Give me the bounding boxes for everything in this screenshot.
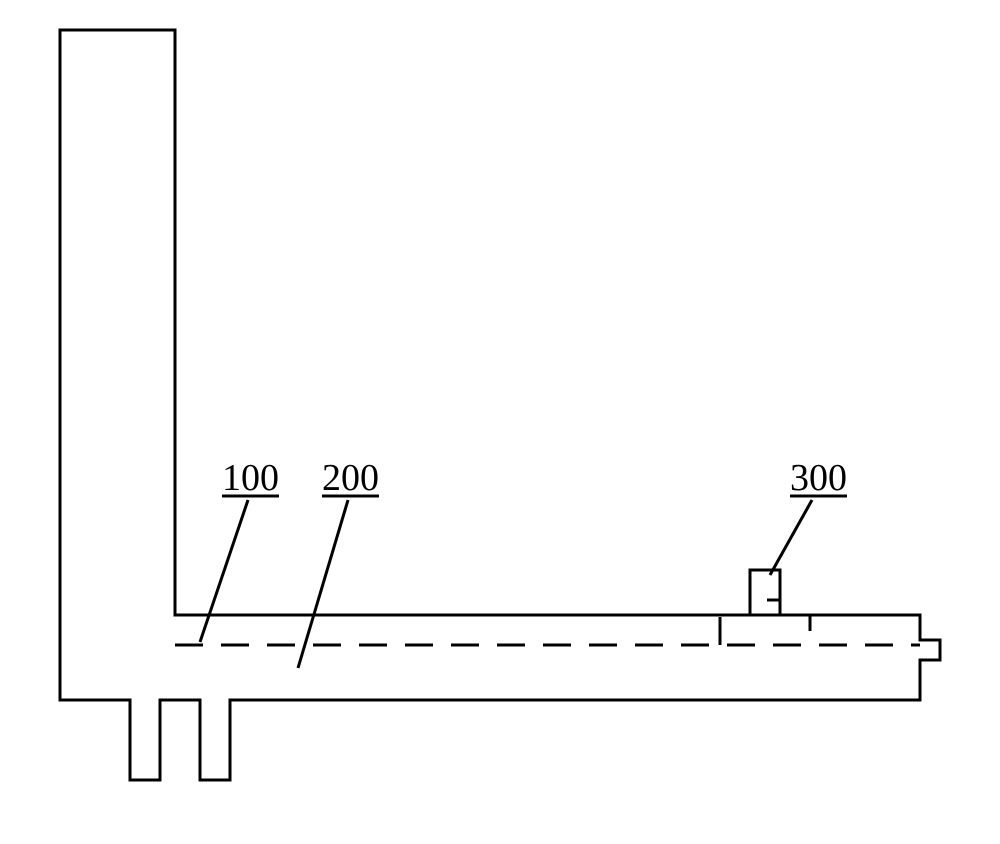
dashed-hidden-line [720,600,810,645]
label-300: 300 [790,457,847,499]
label-100: 100 [222,457,279,499]
technical-diagram: 100 200 300 [0,0,1000,844]
dashed-hidden-group [175,600,920,645]
solid-outline-group [60,30,940,780]
label-text-group: 100 200 300 [222,457,847,499]
leader-line [770,500,812,575]
leader-line [298,500,348,668]
label-200: 200 [322,457,379,499]
solid-outline [60,30,940,780]
solid-outline [750,570,780,615]
leader-line [200,500,248,642]
